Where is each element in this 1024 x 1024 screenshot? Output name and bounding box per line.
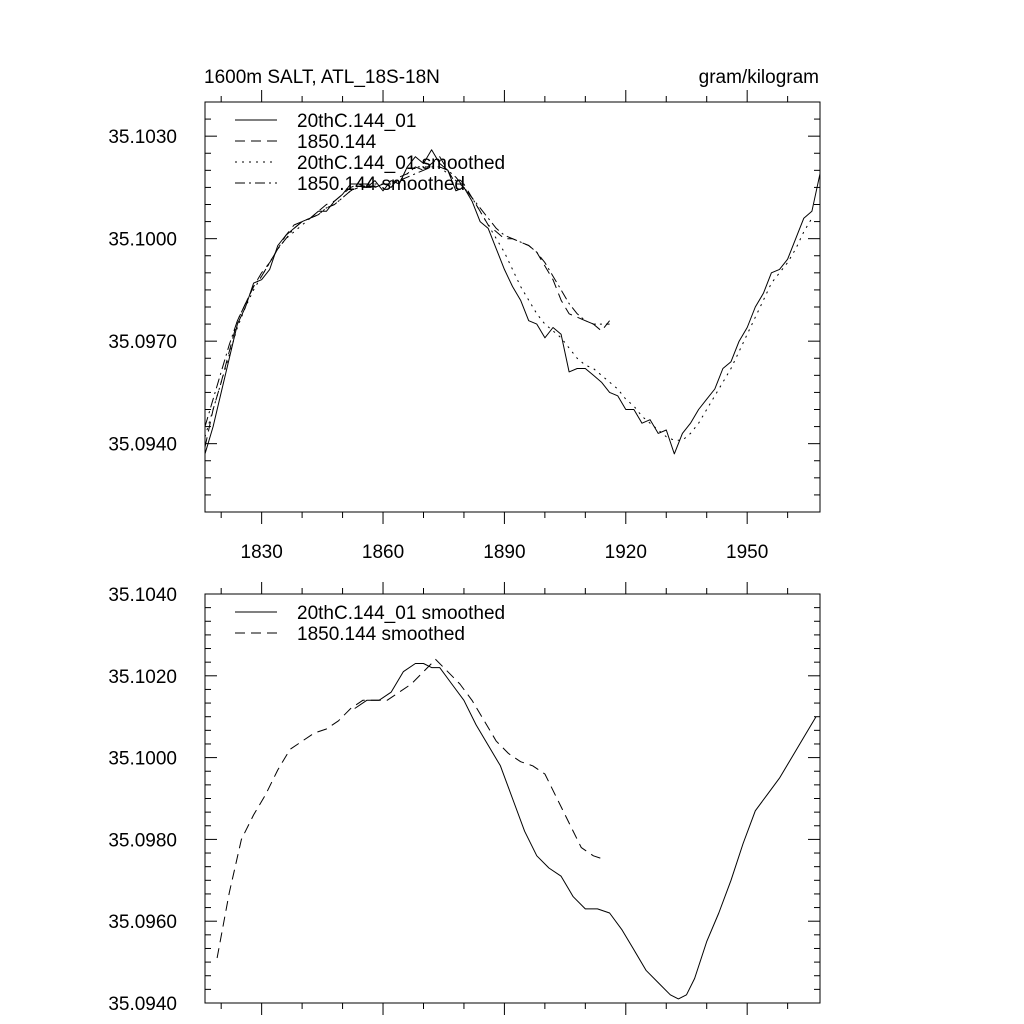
- top-panel-units: gram/kilogram: [699, 67, 819, 88]
- bottom-panel-ticks: 35.0940 35.0960 35.0980 35.1000 35.1020 35.10…: [108, 582, 820, 1015]
- top-panel-frame: [204, 101, 821, 513]
- legend-label-1: 1850.144 smoothed: [297, 624, 465, 645]
- y-tick-label: 35.0980: [108, 830, 177, 851]
- bottom-panel: 35.0940 35.0960 35.0980 35.1000 35.1020 35.10…: [108, 582, 821, 1015]
- y-tick-label: 35.1030: [108, 127, 177, 148]
- legend-label-1: 1850.144: [297, 132, 377, 153]
- legend-label-2: 20thC.144_01 smoothed: [297, 153, 505, 174]
- x-tick-label: 1950: [726, 542, 768, 563]
- x-tick-label: 1920: [605, 542, 647, 563]
- legend-label-0: 20thC.144_01: [297, 111, 416, 132]
- top-panel-title: 1600m SALT, ATL_18S-18N: [204, 67, 440, 88]
- bottom-panel-frame: [204, 593, 821, 1004]
- x-tick-label: 1830: [241, 542, 283, 563]
- y-tick-label: 35.1000: [108, 230, 177, 251]
- x-tick-label: 1860: [362, 542, 404, 563]
- y-tick-label: 35.0940: [108, 435, 177, 456]
- y-tick-label: 35.1040: [108, 585, 177, 606]
- legend-label-0: 20thC.144_01 smoothed: [297, 603, 505, 624]
- y-tick-label: 35.1020: [108, 667, 177, 688]
- top-panel: 1600m SALT, ATL_18S-18N gram/kilogram 18…: [108, 67, 821, 563]
- x-tick-label: 1890: [483, 542, 525, 563]
- y-tick-label: 35.0970: [108, 332, 177, 353]
- y-tick-label: 35.0960: [108, 912, 177, 933]
- series-line-0: [204, 149, 821, 455]
- series-line-2: [204, 166, 813, 441]
- series-line-3: [204, 166, 610, 427]
- y-tick-label: 35.1000: [108, 749, 177, 770]
- y-tick-label: 35.0940: [108, 994, 177, 1015]
- top-panel-ticks: 1830 1860 1890 1920 1950 35.0940 35.0970 35.100…: [108, 90, 820, 563]
- series-line-1: [204, 156, 610, 448]
- legend-label-3: 1850.144 smoothed: [297, 174, 465, 195]
- series-line-0: [354, 663, 817, 1000]
- series-line-1: [216, 658, 606, 959]
- bottom-panel-lines: [216, 658, 817, 1000]
- top-panel-lines: [204, 149, 821, 455]
